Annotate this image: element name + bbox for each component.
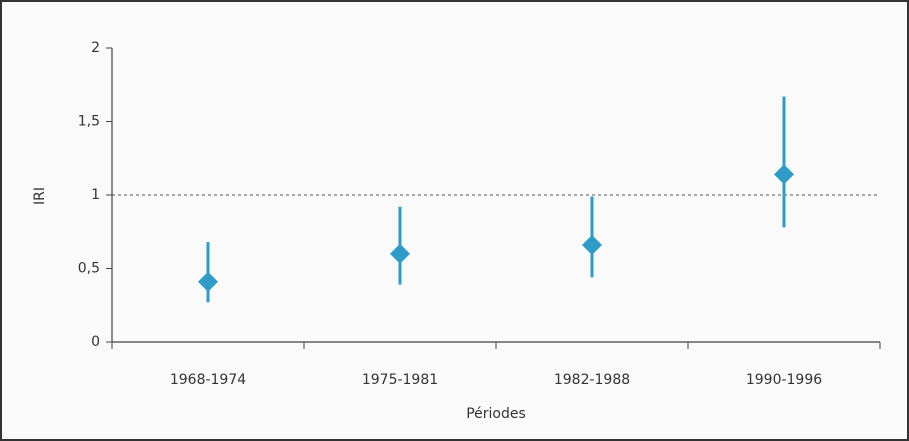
- x-tick-label: 1968-1974: [170, 372, 246, 388]
- point: [198, 271, 218, 292]
- x-tick-label: 1975-1981: [362, 372, 438, 388]
- y-tick-label: 2: [91, 40, 100, 56]
- y-tick-label: 0: [91, 334, 100, 350]
- y-tick-label: 0,5: [78, 261, 100, 277]
- point: [582, 234, 602, 255]
- y-axis-label: IRI: [32, 187, 48, 205]
- x-tick-label: 1990-1996: [746, 372, 822, 388]
- y-tick-label: 1,5: [78, 114, 100, 130]
- y-tick-label: 1: [91, 187, 100, 203]
- x-axis-label: Périodes: [466, 406, 526, 422]
- x-tick-label: 1982-1988: [554, 372, 630, 388]
- point: [774, 164, 794, 185]
- point: [390, 243, 410, 264]
